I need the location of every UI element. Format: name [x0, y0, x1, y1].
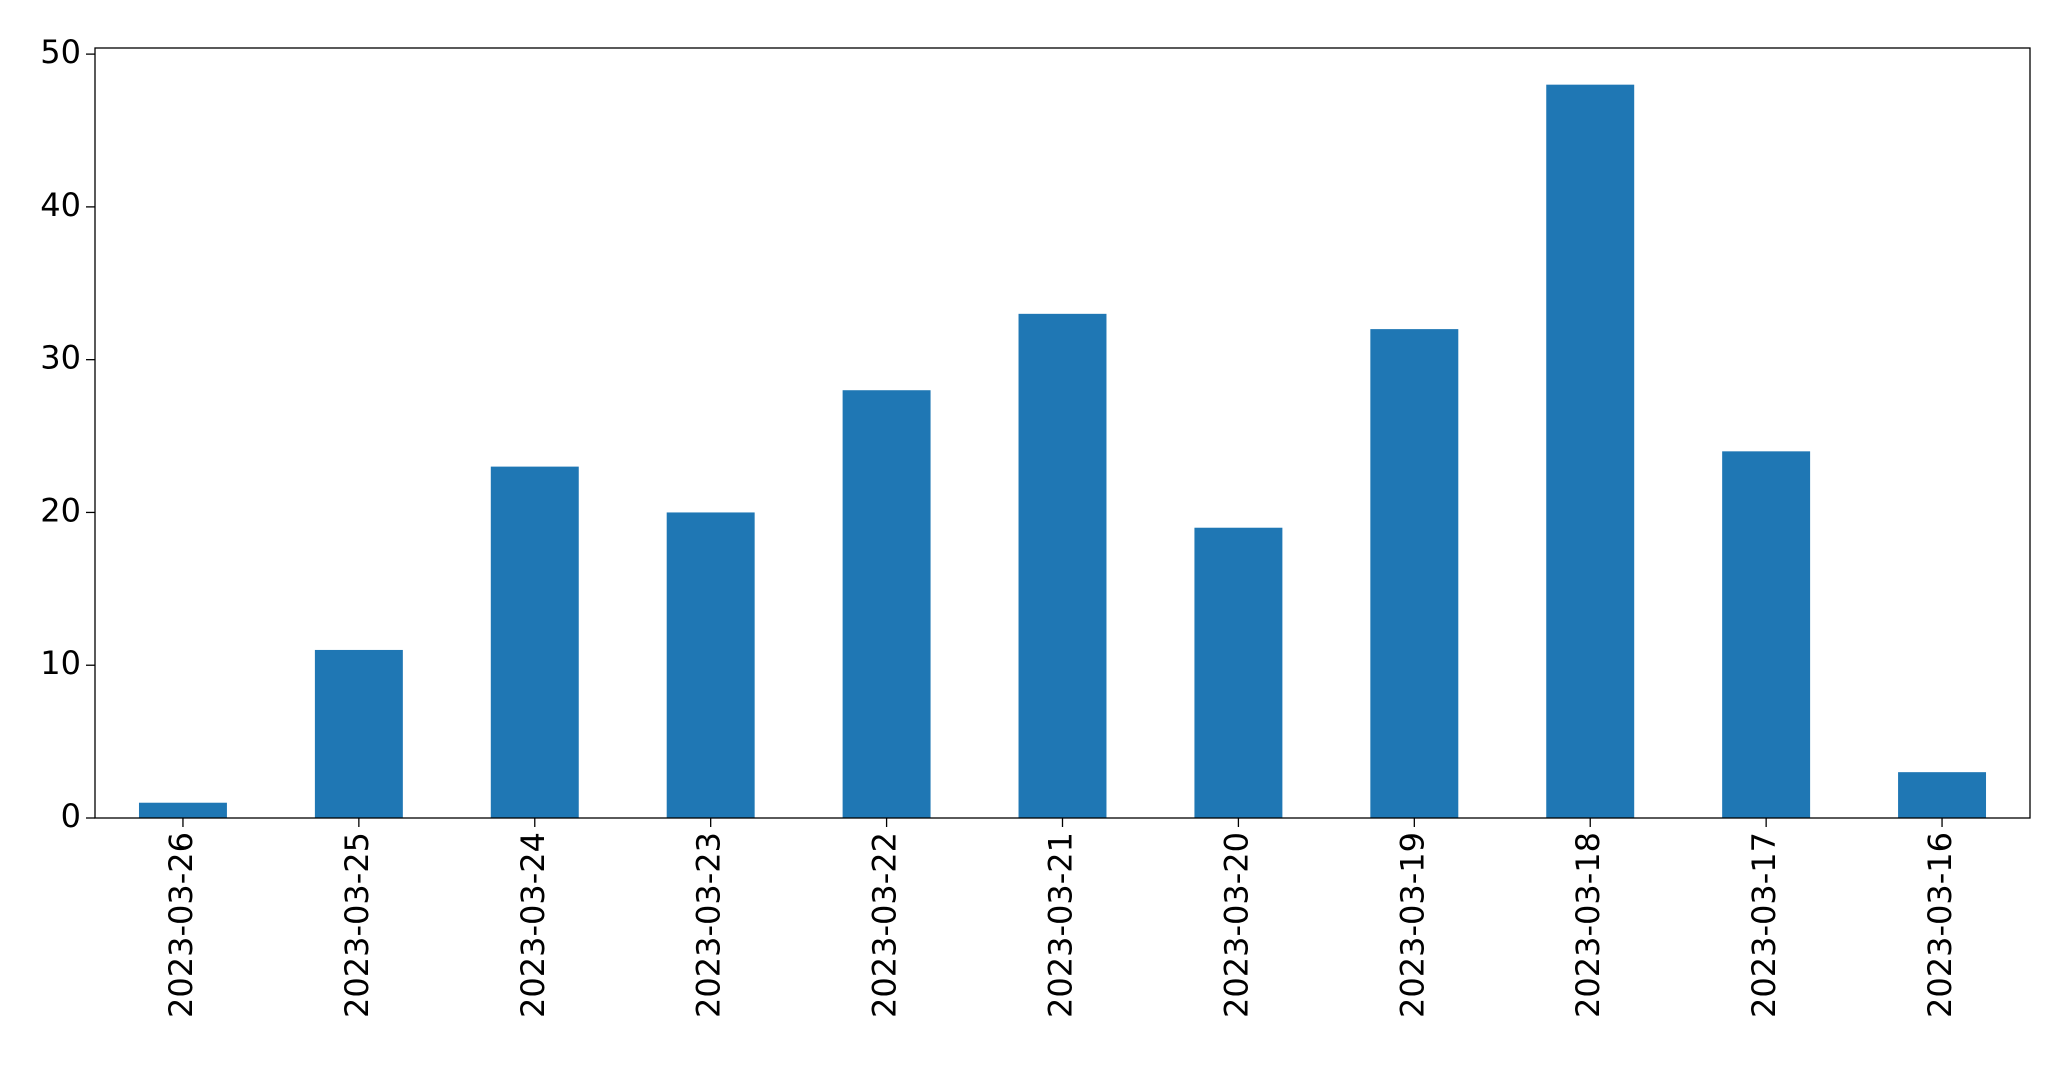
x-tick-label: 2023-03-23: [690, 832, 728, 1018]
y-tick-label: 20: [40, 491, 81, 529]
y-tick-label: 10: [40, 644, 81, 682]
x-tick-label: 2023-03-21: [1042, 832, 1080, 1018]
bar: [1546, 84, 1635, 818]
bar: [138, 802, 227, 818]
x-tick-label: 2023-03-26: [162, 832, 200, 1018]
x-tick-label: 2023-03-22: [866, 832, 904, 1018]
bar: [1898, 772, 1987, 818]
x-tick-label: 2023-03-16: [1921, 832, 1959, 1018]
y-tick-label: 30: [40, 339, 81, 377]
y-tick-label: 40: [40, 186, 81, 224]
bar: [490, 466, 579, 818]
bar: [1194, 527, 1283, 818]
bar: [1370, 329, 1459, 818]
x-tick-label: 2023-03-25: [338, 832, 376, 1018]
y-tick-label: 0: [61, 797, 81, 835]
bar: [842, 390, 931, 818]
bar: [1722, 451, 1811, 818]
bar: [1018, 313, 1107, 818]
x-tick-label: 2023-03-17: [1745, 832, 1783, 1018]
x-tick-label: 2023-03-24: [514, 832, 552, 1018]
x-tick-label: 2023-03-18: [1569, 832, 1607, 1018]
bar: [666, 512, 755, 818]
bar: [314, 649, 403, 818]
y-tick-label: 50: [40, 33, 81, 71]
x-tick-label: 2023-03-20: [1217, 832, 1255, 1018]
x-tick-label: 2023-03-19: [1393, 832, 1431, 1018]
